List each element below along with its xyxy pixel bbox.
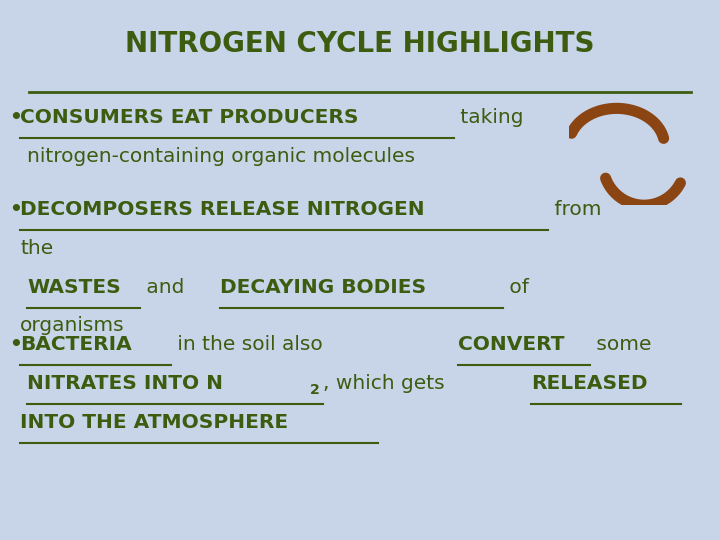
Text: •: •	[9, 108, 22, 127]
Text: NITRATES INTO N: NITRATES INTO N	[27, 374, 223, 393]
Text: CONVERT: CONVERT	[458, 335, 564, 354]
Text: the: the	[20, 239, 53, 258]
Text: , which gets: , which gets	[323, 374, 451, 393]
Text: CONSUMERS EAT PRODUCERS: CONSUMERS EAT PRODUCERS	[20, 108, 359, 127]
Text: nitrogen-containing organic molecules: nitrogen-containing organic molecules	[27, 147, 415, 166]
Text: and: and	[140, 278, 192, 296]
Text: •: •	[9, 200, 22, 219]
Text: DECAYING BODIES: DECAYING BODIES	[220, 278, 426, 296]
Text: some: some	[590, 335, 652, 354]
Text: RELEASED: RELEASED	[531, 374, 647, 393]
Text: DECOMPOSERS RELEASE NITROGEN: DECOMPOSERS RELEASE NITROGEN	[20, 200, 425, 219]
Text: INTO THE ATMOSPHERE: INTO THE ATMOSPHERE	[20, 413, 288, 431]
Text: BACTERIA: BACTERIA	[20, 335, 132, 354]
Text: 2: 2	[310, 383, 320, 397]
Text: •: •	[9, 335, 22, 354]
Text: WASTES: WASTES	[27, 278, 121, 296]
Text: in the soil also: in the soil also	[171, 335, 329, 354]
Text: from: from	[548, 200, 601, 219]
Text: organisms: organisms	[20, 316, 125, 335]
Text: NITROGEN CYCLE HIGHLIGHTS: NITROGEN CYCLE HIGHLIGHTS	[125, 30, 595, 58]
Text: of: of	[503, 278, 528, 296]
Text: taking: taking	[454, 108, 523, 127]
